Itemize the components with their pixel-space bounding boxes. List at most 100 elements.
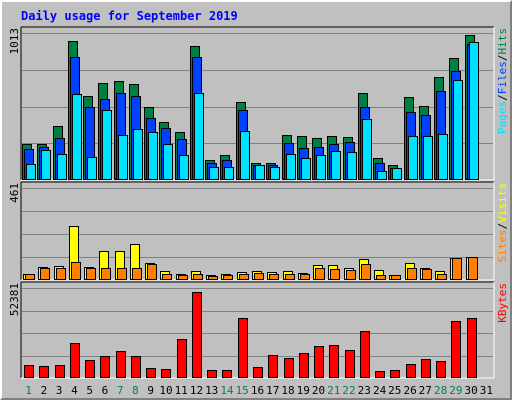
bar-kbytes-day-12 [192, 292, 202, 378]
bar-kbytes-day-26 [406, 364, 416, 378]
bar-sites-day-1 [25, 274, 35, 280]
x-tick-label-day-10: 10 [159, 384, 172, 397]
bar-kbytes-day-24 [375, 371, 385, 378]
bar-kbytes-day-30 [467, 318, 477, 378]
x-tick-label-day-21: 21 [327, 384, 340, 397]
x-tick-label-day-9: 9 [147, 384, 154, 397]
bar-pages-day-17 [270, 167, 280, 180]
x-tick-label-day-29: 29 [449, 384, 462, 397]
x-tick-label-day-25: 25 [388, 384, 401, 397]
y-max-label: 52381 [8, 283, 21, 316]
bar-pages-day-27 [423, 136, 433, 180]
bar-kbytes-day-29 [451, 321, 461, 378]
x-axis-labels: 1 2 3 4 5 6 7 8 9 10 11 12 13 14 15 16 17 18 19 20 21 22 23 24 2… [25, 384, 493, 397]
series-sites [25, 257, 478, 280]
panel-background [21, 182, 494, 280]
bar-sites-day-9 [147, 264, 157, 280]
bar-kbytes-day-11 [177, 339, 187, 378]
bar-sites-day-18 [285, 274, 295, 280]
bar-sites-day-3 [56, 268, 66, 280]
x-tick-label-day-26: 26 [403, 384, 416, 397]
bar-pages-day-18 [286, 154, 296, 180]
series-pages [26, 42, 479, 180]
bar-sites-day-20 [315, 268, 325, 280]
bar-sites-day-8 [132, 268, 142, 280]
bar-sites-day-14 [223, 275, 233, 280]
x-tick-label-day-18: 18 [281, 384, 294, 397]
bar-sites-day-16 [254, 273, 264, 280]
bar-pages-day-8 [133, 129, 143, 180]
panel-kbytes: 52381 KBytes [8, 281, 509, 379]
bar-kbytes-day-27 [421, 359, 431, 378]
bar-pages-day-10 [163, 144, 173, 180]
x-tick-label-day-19: 19 [297, 384, 310, 397]
bar-kbytes-day-7 [116, 351, 126, 378]
bar-kbytes-day-6 [100, 356, 110, 378]
bar-pages-day-26 [408, 136, 418, 180]
bar-pages-day-13 [209, 167, 219, 180]
bar-pages-day-21 [331, 151, 341, 180]
bar-pages-day-20 [316, 155, 326, 180]
bar-kbytes-day-23 [360, 331, 370, 378]
x-tick-label-day-20: 20 [312, 384, 325, 397]
x-tick-label-day-4: 4 [71, 384, 78, 397]
y-max-label: 1013 [8, 28, 21, 55]
x-tick-label-day-22: 22 [342, 384, 355, 397]
bar-pages-day-29 [453, 80, 463, 180]
x-tick-label-day-30: 30 [464, 384, 477, 397]
legend-separator: / [496, 223, 509, 230]
bar-kbytes-day-1 [24, 365, 34, 378]
bar-sites-day-17 [269, 274, 279, 280]
bar-sites-day-7 [117, 268, 127, 280]
bar-pages-day-5 [87, 157, 97, 180]
bar-kbytes-day-15 [238, 318, 248, 378]
bar-kbytes-day-22 [345, 350, 355, 378]
bar-kbytes-day-13 [207, 370, 217, 378]
bar-kbytes-day-21 [329, 345, 339, 378]
bar-pages-day-2 [41, 150, 51, 180]
legend-label: KBytes [496, 283, 509, 323]
legend-hits: Hits [496, 28, 509, 55]
bar-sites-day-22 [346, 270, 356, 280]
bar-pages-day-25 [392, 168, 402, 180]
bar-sites-day-28 [437, 274, 447, 280]
bar-pages-day-6 [102, 110, 112, 180]
bar-kbytes-day-16 [253, 367, 263, 378]
bar-pages-day-4 [72, 94, 82, 180]
bar-sites-day-19 [300, 274, 310, 280]
panel-background [21, 282, 494, 378]
bar-sites-day-11 [178, 275, 188, 280]
legend-label: Sites/Visits [496, 183, 509, 263]
legend-pages: Pages [496, 101, 509, 134]
bar-kbytes-day-19 [299, 353, 309, 378]
x-tick-label-day-3: 3 [56, 384, 63, 397]
x-tick-label-day-11: 11 [175, 384, 188, 397]
bar-kbytes-day-28 [436, 361, 446, 378]
x-tick-label-day-28: 28 [434, 384, 447, 397]
bar-kbytes-day-14 [222, 370, 232, 378]
bar-sites-day-15 [239, 274, 249, 280]
x-tick-label-day-27: 27 [419, 384, 432, 397]
bar-pages-day-12 [194, 93, 204, 180]
bar-sites-day-29 [452, 258, 462, 280]
panel-visits-sites: 461 Sites/Visits [8, 181, 509, 281]
legend-separator: / [496, 94, 509, 101]
bar-pages-day-22 [347, 152, 357, 180]
chart-title: Daily usage for September 2019 [21, 9, 238, 23]
bar-sites-day-27 [422, 269, 432, 280]
x-tick-label-day-16: 16 [251, 384, 264, 397]
x-tick-label-day-23: 23 [358, 384, 371, 397]
bar-kbytes-day-4 [70, 343, 80, 378]
bar-sites-day-4 [71, 262, 81, 280]
bar-kbytes-day-3 [55, 365, 65, 378]
bar-sites-day-2 [40, 268, 50, 280]
bar-pages-day-15 [240, 131, 250, 180]
legend-label: Pages/Files/Hits [496, 28, 509, 134]
x-tick-label-day-6: 6 [102, 384, 109, 397]
bar-sites-day-10 [162, 274, 172, 280]
x-tick-label-day-2: 2 [41, 384, 48, 397]
bar-pages-day-16 [255, 165, 265, 180]
